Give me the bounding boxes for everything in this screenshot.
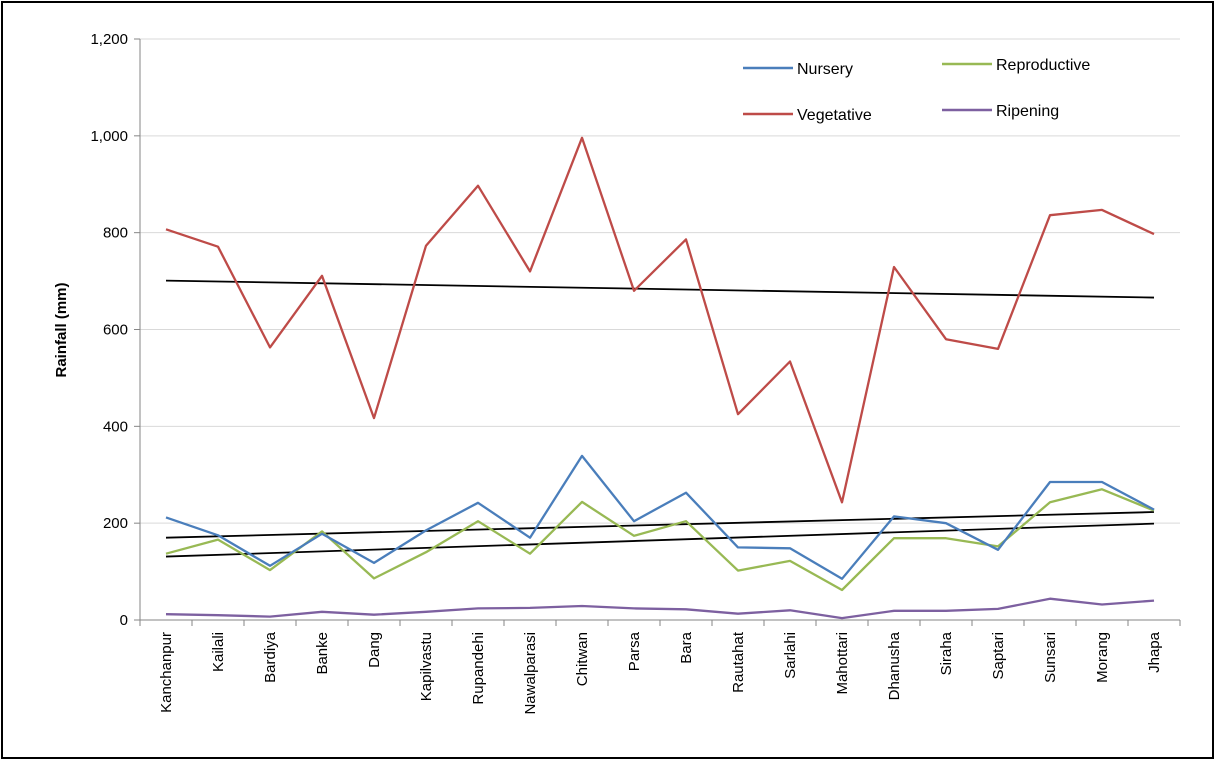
x-tick-label: Kailali [210, 632, 227, 672]
x-tick-label: Jhapa [1146, 631, 1163, 673]
y-tick-label: 400 [103, 418, 128, 435]
legend-label-nursery: Nursery [797, 61, 853, 78]
y-tick-label: 1,000 [90, 128, 128, 145]
legend: Nursery Vegetative Reproductive Ripening [743, 57, 1090, 124]
x-tick-label: Chitwan [574, 632, 591, 686]
x-tick-label: Sarlahi [782, 632, 799, 679]
x-tick-label: Morang [1094, 632, 1111, 683]
series-line-ripening [165, 597, 1155, 620]
y-tick-label: 600 [103, 322, 128, 339]
series-line-vegetative [165, 136, 1155, 504]
x-tick-label: Dang [366, 632, 383, 668]
x-tick-label: Dhanusha [886, 631, 903, 700]
x-tick-label: Rautahat [730, 631, 747, 693]
legend-label-vegetative: Vegetative [797, 107, 872, 124]
y-axis-label: Rainfall (mm) [53, 282, 70, 377]
x-tick-label: Nawalparasi [522, 632, 539, 715]
y-tick-label: 1,200 [90, 31, 128, 48]
legend-label-reproductive: Reproductive [996, 57, 1090, 74]
x-tick-label: Rupandehi [470, 632, 487, 705]
x-tick-label: Parsa [626, 631, 643, 671]
x-tick-label: Bara [678, 631, 695, 663]
y-tick-label: 800 [103, 225, 128, 242]
x-tick-label: Banke [314, 632, 331, 675]
x-tick-label: Kanchanpur [158, 632, 175, 713]
trendlines [165, 279, 1155, 558]
x-tick-label: Mahottari [834, 632, 851, 695]
trendline [165, 279, 1155, 299]
trendline [165, 511, 1155, 539]
series-line-nursery [165, 454, 1155, 580]
x-tick-label: Sunsari [1042, 632, 1059, 683]
x-tick-label: Siraha [938, 631, 955, 675]
y-axis-ticks: 0 200 400 600 800 1,000 1,200 [90, 31, 140, 629]
y-tick-label: 200 [103, 515, 128, 532]
series-lines [165, 136, 1155, 620]
gridlines [140, 38, 1180, 524]
trendline [165, 522, 1155, 558]
y-tick-label: 0 [120, 612, 128, 629]
x-axis-ticks: Kanchanpur Kailali Bardiya Banke Dang Kapilva… [139, 620, 1181, 715]
x-tick-label: Kapilvastu [418, 632, 435, 701]
legend-label-ripening: Ripening [996, 103, 1059, 120]
x-tick-label: Saptari [990, 632, 1007, 680]
x-tick-label: Bardiya [262, 631, 279, 683]
